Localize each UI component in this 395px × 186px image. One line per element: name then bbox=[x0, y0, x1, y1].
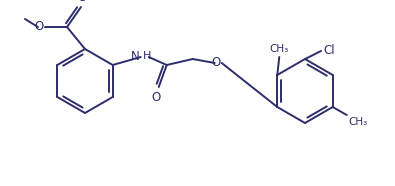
Text: O: O bbox=[211, 55, 220, 68]
Text: CH₃: CH₃ bbox=[270, 44, 289, 54]
Text: O: O bbox=[77, 0, 87, 4]
Text: H: H bbox=[143, 51, 151, 61]
Text: O: O bbox=[35, 20, 44, 33]
Text: O: O bbox=[151, 91, 160, 104]
Text: CH₃: CH₃ bbox=[349, 117, 368, 127]
Text: Cl: Cl bbox=[323, 44, 335, 57]
Text: N: N bbox=[131, 49, 140, 62]
